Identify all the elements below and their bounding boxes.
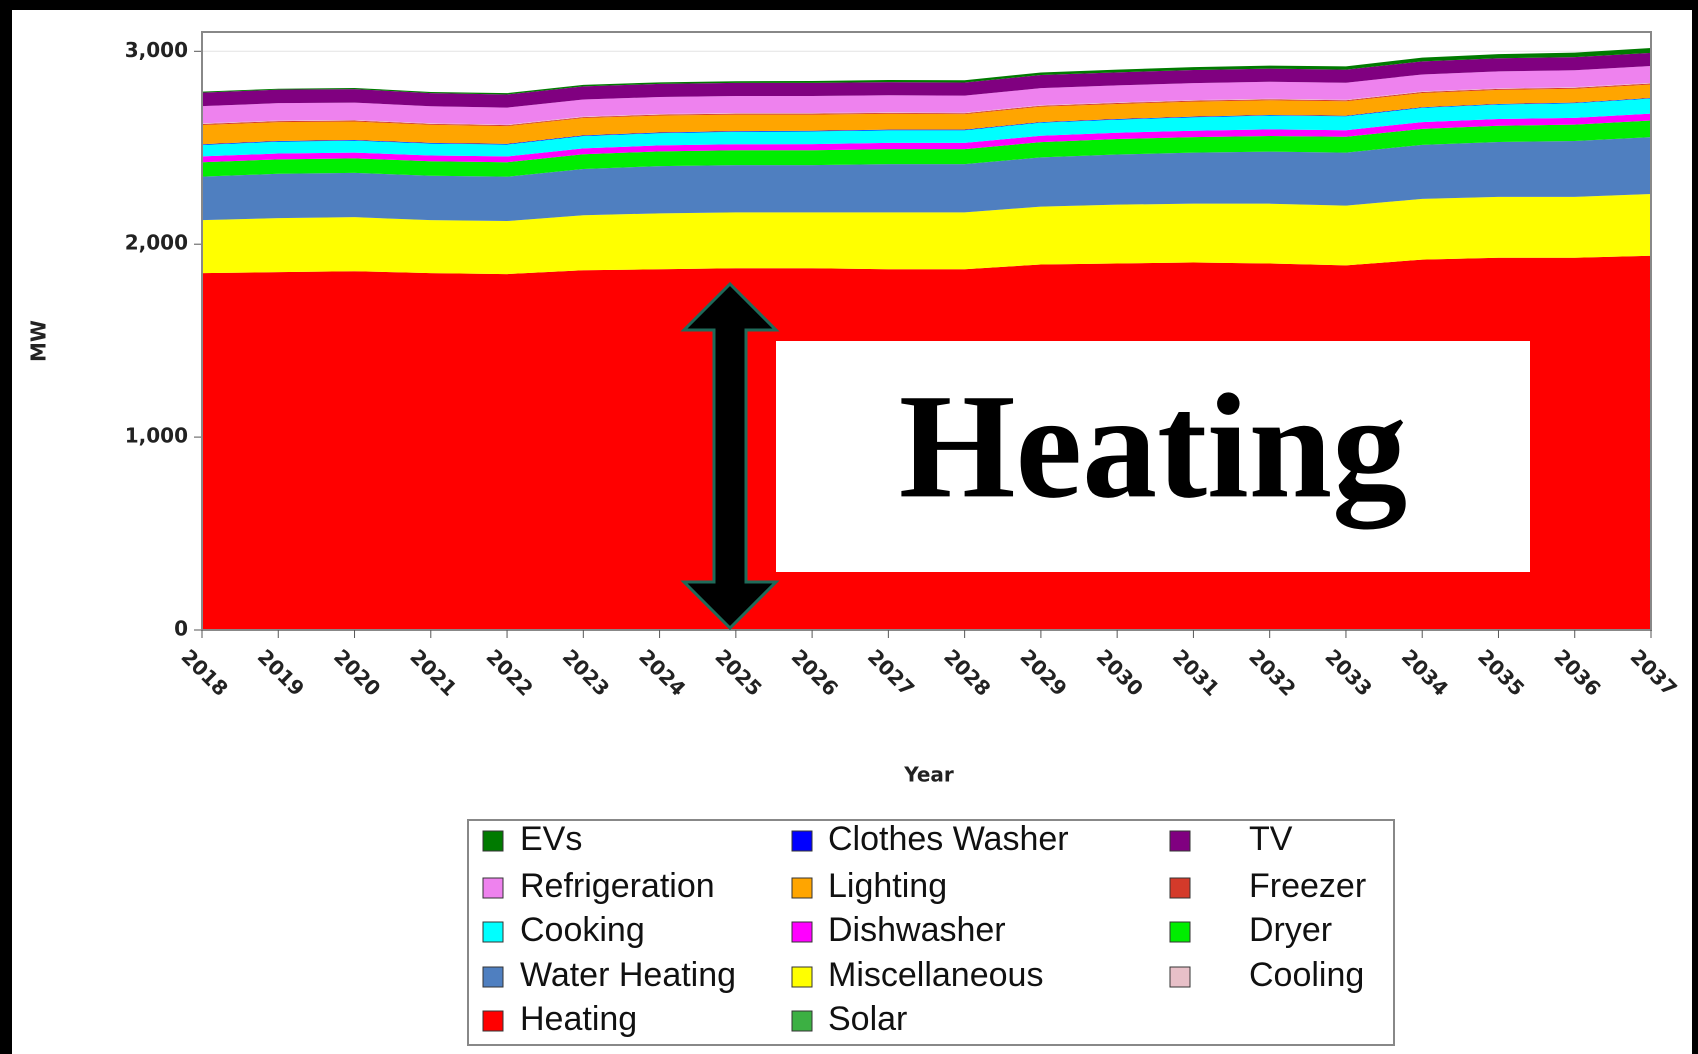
legend-swatch (1169, 921, 1191, 943)
legend-label: TV (1249, 820, 1293, 858)
area (202, 113, 1651, 163)
legend-label: Cooling (1249, 956, 1364, 994)
area (202, 120, 1651, 177)
legend-swatch (482, 1010, 504, 1032)
legend-swatch (791, 921, 813, 943)
legend-swatch (482, 877, 504, 899)
area (202, 194, 1651, 275)
y-tick-label: 2,000 (125, 231, 188, 255)
area (202, 84, 1651, 145)
legend-label: EVs (520, 820, 582, 858)
legend-label: Refrigeration (520, 867, 715, 905)
legend-label: Dishwasher (828, 911, 1006, 949)
legend-label: Solar (828, 1000, 907, 1038)
y-tick-label: 1,000 (125, 424, 188, 448)
legend-swatch (1169, 830, 1191, 852)
annotation-text: Heating (899, 363, 1407, 529)
x-axis-label: Year (903, 763, 954, 787)
legend-label: Freezer (1249, 867, 1366, 905)
double-arrow (680, 281, 780, 631)
area (202, 65, 1651, 125)
legend-swatch (482, 921, 504, 943)
y-tick-label: 3,000 (125, 38, 188, 62)
legend: EVs Refrigeration Cooking Water Heating Heat… (482, 820, 1366, 1038)
plot-frame (201, 31, 1652, 631)
legend-swatch (482, 830, 504, 852)
area (202, 98, 1651, 157)
annotation: Heating (680, 281, 1530, 631)
legend-label: Miscellaneous (828, 956, 1043, 994)
legend-swatch (791, 830, 813, 852)
legend-swatch (791, 877, 813, 899)
y-tick-label: 0 (174, 617, 188, 641)
legend-swatch (482, 966, 504, 988)
area (202, 137, 1651, 222)
area (202, 52, 1651, 108)
legend-label: Heating (520, 1000, 637, 1038)
legend-label: Lighting (828, 867, 947, 905)
legend-swatch (791, 966, 813, 988)
legend-label: Water Heating (520, 956, 736, 994)
legend-label: Cooking (520, 911, 645, 949)
annotation-box (776, 341, 1530, 572)
legend-swatch (1169, 877, 1191, 899)
legend-label: Clothes Washer (828, 820, 1069, 858)
area (202, 97, 1651, 145)
legend-label: Dryer (1249, 911, 1332, 949)
legend-swatch (1169, 966, 1191, 988)
legend-swatch (791, 1010, 813, 1032)
y-axis-label: MW (27, 320, 51, 362)
legend-box (467, 819, 1395, 1046)
